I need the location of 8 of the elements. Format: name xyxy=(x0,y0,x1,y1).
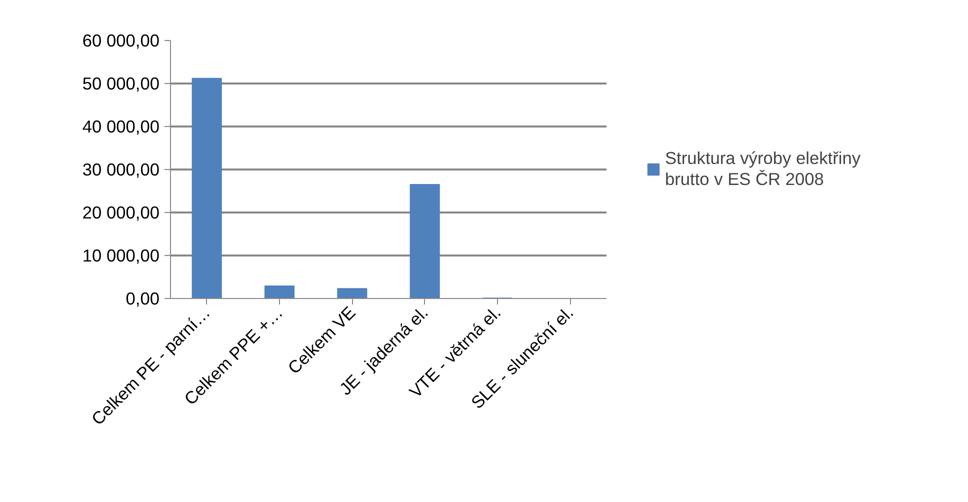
y-tick-label: 30 000,00 xyxy=(82,160,160,180)
legend-label: Struktura výroby elektřiny brutto v ES ČR 2008 xyxy=(665,148,860,190)
y-tick-label: 60 000,00 xyxy=(82,30,160,50)
y-tick-label: 0,00 xyxy=(126,288,160,308)
y-tick-label: 10 000,00 xyxy=(82,246,160,266)
y-tick-label: 40 000,00 xyxy=(82,116,160,136)
y-tick-label: 20 000,00 xyxy=(82,202,160,222)
y-tick-label: 50 000,00 xyxy=(82,74,160,94)
